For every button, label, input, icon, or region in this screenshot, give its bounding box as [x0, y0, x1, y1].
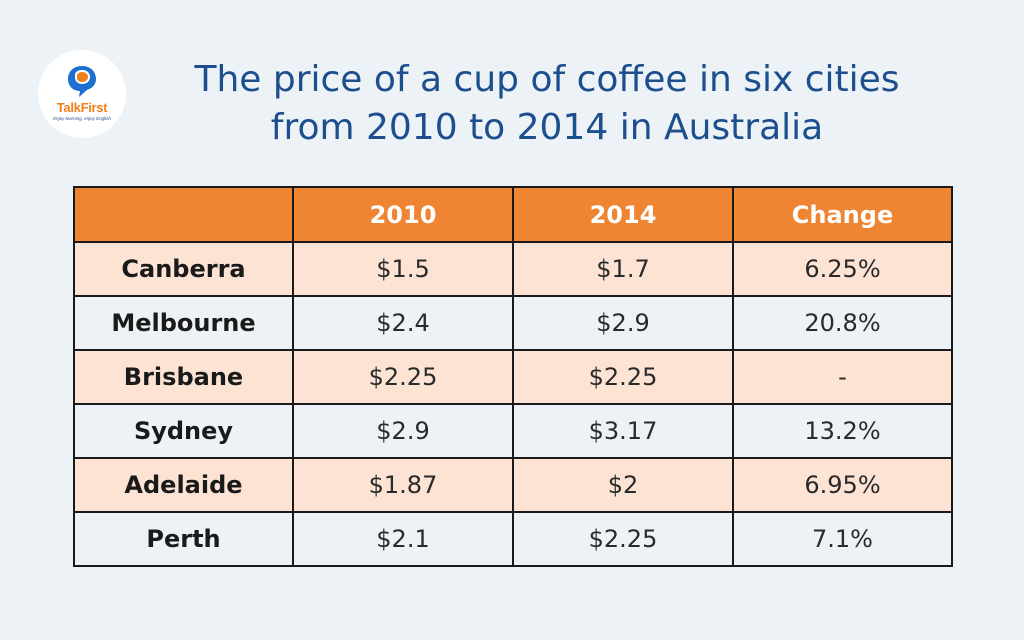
- header-change: Change: [732, 186, 953, 243]
- change-cell: 6.25%: [732, 241, 953, 297]
- chart-title-line-2: from 2010 to 2014 in Australia: [270, 107, 824, 148]
- table-row: Perth $2.1 $2.25 7.1%: [73, 511, 953, 567]
- city-cell: Brisbane: [73, 349, 294, 405]
- talkfirst-logo: TalkFirst Enjoy learning, enjoy English: [38, 50, 126, 138]
- price-2010-cell: $2.25: [292, 349, 514, 405]
- price-2014-cell: $2: [512, 457, 734, 513]
- price-2010-cell: $1.87: [292, 457, 514, 513]
- change-cell: 6.95%: [732, 457, 953, 513]
- logo-tagline: Enjoy learning, enjoy English: [53, 116, 111, 121]
- price-2010-cell: $1.5: [292, 241, 514, 297]
- city-cell: Sydney: [73, 403, 294, 459]
- table-row: Melbourne $2.4 $2.9 20.8%: [73, 295, 953, 351]
- price-2010-cell: $2.9: [292, 403, 514, 459]
- price-2010-cell: $2.1: [292, 511, 514, 567]
- city-cell: Adelaide: [73, 457, 294, 513]
- table-row: Canberra $1.5 $1.7 6.25%: [73, 241, 953, 297]
- change-cell: 20.8%: [732, 295, 953, 351]
- header-2010: 2010: [292, 186, 514, 243]
- city-cell: Perth: [73, 511, 294, 567]
- price-2014-cell: $1.7: [512, 241, 734, 297]
- price-2014-cell: $3.17: [512, 403, 734, 459]
- table-header-row: 2010 2014 Change: [73, 186, 953, 243]
- table-row: Sydney $2.9 $3.17 13.2%: [73, 403, 953, 459]
- coffee-price-table: 2010 2014 Change Canberra $1.5 $1.7 6.25…: [73, 186, 953, 567]
- chart-title: The price of a cup of coffee in six citi…: [130, 56, 964, 152]
- city-cell: Melbourne: [73, 295, 294, 351]
- table-row: Adelaide $1.87 $2 6.95%: [73, 457, 953, 513]
- change-cell: 13.2%: [732, 403, 953, 459]
- header-2014: 2014: [512, 186, 734, 243]
- logo-name: TalkFirst: [56, 100, 108, 115]
- header-city: [73, 186, 294, 243]
- chart-title-line-1: The price of a cup of coffee in six citi…: [194, 59, 900, 100]
- change-cell: 7.1%: [732, 511, 953, 567]
- table-row: Brisbane $2.25 $2.25 -: [73, 349, 953, 405]
- price-2014-cell: $2.25: [512, 349, 734, 405]
- price-2010-cell: $2.4: [292, 295, 514, 351]
- price-2014-cell: $2.25: [512, 511, 734, 567]
- city-cell: Canberra: [73, 241, 294, 297]
- price-2014-cell: $2.9: [512, 295, 734, 351]
- change-cell: -: [732, 349, 953, 405]
- speech-bubble-icon: [68, 66, 96, 97]
